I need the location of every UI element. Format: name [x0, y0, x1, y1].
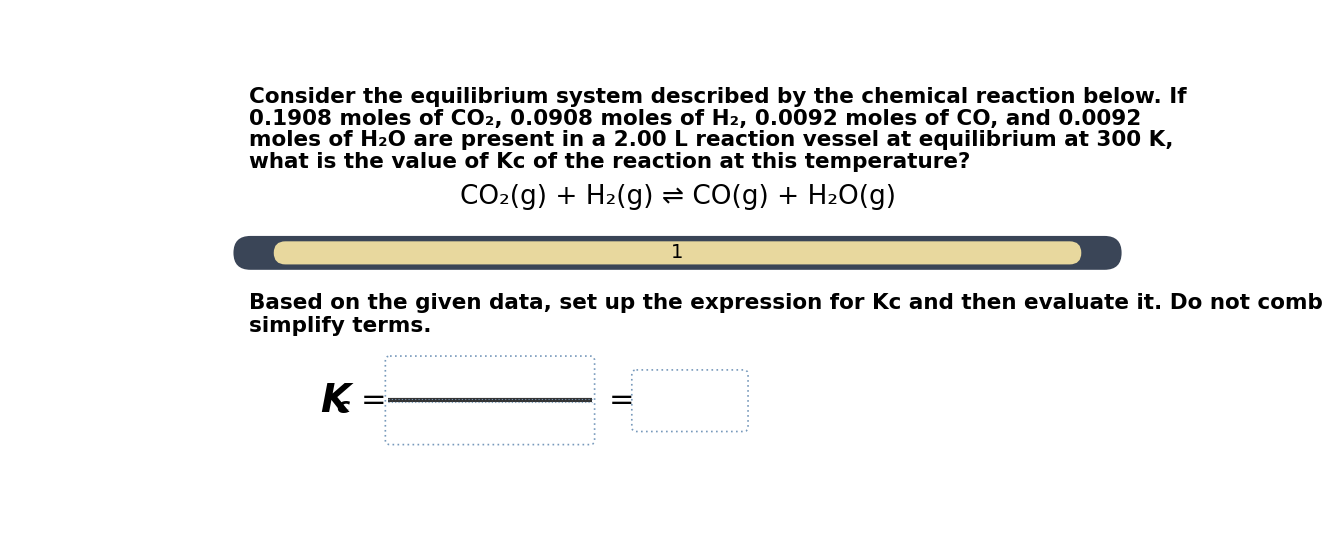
- FancyBboxPatch shape: [632, 370, 748, 431]
- FancyBboxPatch shape: [234, 236, 1121, 270]
- Text: 1: 1: [672, 243, 683, 262]
- FancyBboxPatch shape: [385, 356, 595, 444]
- Text: moles of H₂O are present in a 2.00 L reaction vessel at equilibrium at 300 K,: moles of H₂O are present in a 2.00 L rea…: [249, 130, 1174, 151]
- Text: c: c: [336, 397, 349, 417]
- Text: 0.1908 moles of CO₂, 0.0908 moles of H₂, 0.0092 moles of CO, and 0.0092: 0.1908 moles of CO₂, 0.0908 moles of H₂,…: [249, 109, 1141, 129]
- Text: Consider the equilibrium system described by the chemical reaction below. If: Consider the equilibrium system describe…: [249, 87, 1187, 107]
- Text: what is the value of Kc of the reaction at this temperature?: what is the value of Kc of the reaction …: [249, 152, 970, 172]
- FancyBboxPatch shape: [274, 241, 1081, 265]
- Text: K: K: [320, 382, 350, 420]
- Text: =: =: [608, 386, 635, 415]
- Text: CO₂(g) + H₂(g) ⇌ CO(g) + H₂O(g): CO₂(g) + H₂(g) ⇌ CO(g) + H₂O(g): [460, 184, 895, 210]
- Text: simplify terms.: simplify terms.: [249, 316, 431, 336]
- Text: =: =: [361, 386, 386, 415]
- Text: Based on the given data, set up the expression for Kc and then evaluate it. Do n: Based on the given data, set up the expr…: [249, 293, 1322, 313]
